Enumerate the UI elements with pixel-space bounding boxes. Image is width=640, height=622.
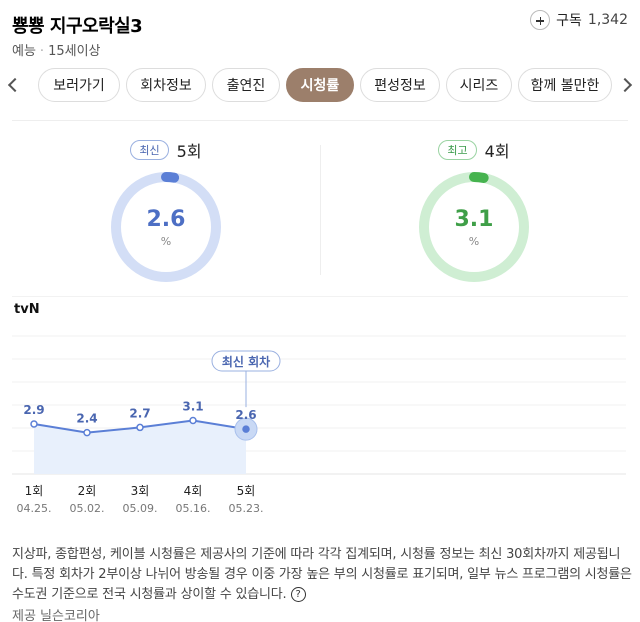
data-label: 2.4 <box>76 412 97 426</box>
x-tick-label: 5회 <box>237 484 256 498</box>
divider <box>12 296 628 297</box>
footnote-text: 지상파, 종합편성, 케이블 시청률은 제공사의 기준에 따라 각각 집계되며,… <box>12 547 632 602</box>
ratings-line-chart: 2.9 1회 04.25. 2.4 2회 05.02. 2.7 3회 05.09. 3.1 4회 05… <box>12 335 626 515</box>
x-date-label: 05.23. <box>229 502 264 515</box>
best-donut-svg <box>419 172 529 282</box>
tab-ratings[interactable]: 시청률 <box>286 68 354 102</box>
data-label: 2.7 <box>129 406 150 420</box>
best-donut-arc <box>419 172 529 282</box>
x-date-label: 05.09. <box>123 502 158 515</box>
latest-donut: 2.6 % <box>110 171 222 283</box>
latest-donut-arc <box>111 172 221 282</box>
channel-label: tvN <box>14 302 40 317</box>
data-point <box>30 420 38 428</box>
data-point <box>189 416 197 425</box>
divider-vertical <box>320 145 321 275</box>
provider-label: 제공 닐슨코리아 <box>12 609 100 622</box>
data-point <box>242 425 250 433</box>
callout-label: 최신 회차 <box>222 354 270 369</box>
question-icon[interactable]: ? <box>290 587 306 602</box>
data-label: 2.9 <box>23 403 44 417</box>
tab-recommended[interactable]: 함께 볼만한 <box>518 68 612 102</box>
x-tick-label: 1회 <box>25 484 44 498</box>
data-point <box>83 428 91 437</box>
latest-value: 2.6 <box>146 207 186 232</box>
genre-label: 예능 <box>12 44 36 59</box>
tab-series[interactable]: 시리즈 <box>446 68 512 102</box>
x-date-label: 04.25. <box>17 502 52 515</box>
data-label: 2.6 <box>235 408 256 422</box>
x-tick-label: 3회 <box>131 484 150 498</box>
chevron-left-icon[interactable] <box>7 77 23 93</box>
program-title[interactable]: 뿅뿅 지구오락실3 <box>12 16 143 37</box>
x-date-label: 05.02. <box>70 502 105 515</box>
tab-bar: 보러가기 회차정보 출연진 시청률 편성정보 시리즈 함께 볼만한 <box>0 68 640 108</box>
x-date-label: 05.16. <box>176 502 211 515</box>
x-tick-label: 2회 <box>78 484 97 498</box>
separator-dot: · <box>39 44 45 59</box>
best-value: 3.1 <box>454 207 494 232</box>
latest-unit: % <box>160 235 172 248</box>
tab-episode-info[interactable]: 회차정보 <box>126 68 206 102</box>
tab-cast[interactable]: 출연진 <box>212 68 280 102</box>
age-rating-label: 15세이상 <box>48 44 101 59</box>
best-badge: 최고 <box>438 140 477 160</box>
subscribe-count: 1,342 <box>587 12 628 28</box>
subscribe-button[interactable]: 구독 1,342 <box>530 10 628 30</box>
subscribe-label: 구독 <box>556 13 582 29</box>
program-meta: 예능 · 15세이상 <box>12 40 101 59</box>
best-rating: 최고 4회 <box>394 138 554 162</box>
callout-box <box>211 350 281 372</box>
best-unit: % <box>468 235 480 248</box>
tab-schedule[interactable]: 편성정보 <box>360 68 440 102</box>
x-tick-label: 4회 <box>184 484 203 498</box>
latest-episode: 5회 <box>176 142 202 161</box>
best-episode: 4회 <box>484 142 510 161</box>
data-label: 3.1 <box>182 400 203 414</box>
tab-watch[interactable]: 보러가기 <box>38 68 120 102</box>
footnote: 지상파, 종합편성, 케이블 시청률은 제공사의 기준에 따라 각각 집계되며,… <box>12 545 632 605</box>
plus-icon <box>530 10 551 30</box>
program-header: 뿅뿅 지구오락실3 예능 · 15세이상 구독 1,342 <box>12 8 628 60</box>
latest-badge: 최신 <box>130 140 169 160</box>
divider <box>12 120 628 121</box>
data-point <box>136 423 144 432</box>
best-donut: 3.1 % <box>418 171 530 283</box>
latest-rating: 최신 5회 <box>86 138 246 162</box>
latest-donut-svg <box>111 172 221 282</box>
chevron-right-icon[interactable] <box>617 77 633 93</box>
